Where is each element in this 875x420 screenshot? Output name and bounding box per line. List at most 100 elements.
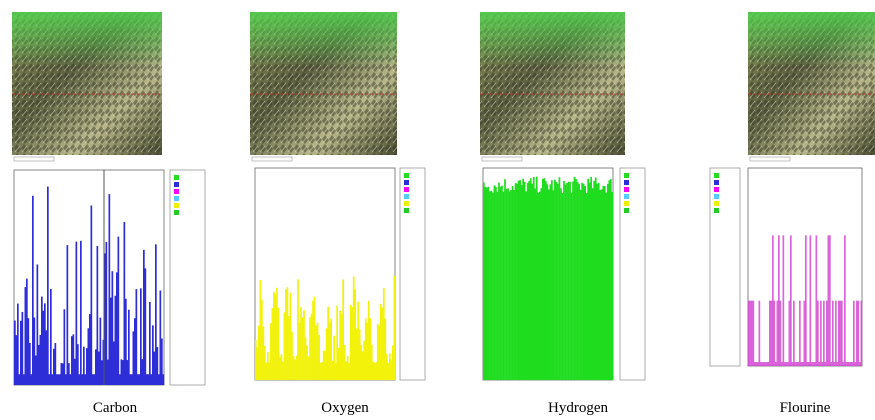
profile-bar: [764, 362, 767, 366]
profile-bar: [71, 336, 73, 385]
legend-swatch: [624, 201, 629, 206]
profile-bar: [312, 300, 314, 380]
profile-bar: [96, 245, 99, 385]
legend-swatch: [174, 175, 179, 180]
profile-bar: [80, 240, 82, 385]
profile-bar: [776, 300, 779, 366]
profile-bar: [294, 359, 296, 380]
profile-bar: [608, 180, 611, 380]
profile-bar: [367, 300, 370, 380]
profile-bar: [751, 300, 753, 366]
profile-bar: [258, 325, 260, 380]
profile-bar: [760, 362, 762, 366]
profile-bar: [376, 323, 379, 380]
profile-bar: [785, 362, 788, 366]
profile-bar: [143, 249, 145, 385]
profile-bar: [35, 355, 37, 385]
profile-bar: [541, 178, 544, 380]
profile-bar: [83, 346, 85, 385]
profile-bar: [161, 338, 163, 385]
scale-bar: [13, 156, 55, 162]
profile-bar: [544, 181, 547, 380]
profile-bar: [526, 182, 529, 380]
profile-bar: [805, 235, 807, 366]
profile-bar: [261, 299, 263, 380]
profile-bar: [859, 362, 861, 366]
profile-bar: [315, 325, 317, 380]
profile-bar: [802, 362, 804, 366]
profile-bar: [531, 183, 534, 380]
profile-bar: [599, 190, 602, 380]
profile-bar: [384, 318, 387, 380]
profile-bar: [800, 362, 803, 366]
scale-bar: [251, 156, 293, 162]
profile-bar: [557, 183, 559, 380]
profile-bar: [761, 362, 764, 366]
profile-bar: [325, 328, 328, 380]
profile-bar: [111, 271, 114, 385]
profile-bar: [146, 374, 148, 385]
profile-bar: [763, 362, 765, 366]
profile-bar: [141, 359, 144, 385]
profile-bar: [122, 360, 124, 385]
profile-bar: [352, 276, 355, 380]
profile-bar: [492, 192, 494, 380]
profile-bar: [277, 307, 280, 380]
profile-bar: [372, 361, 375, 380]
profile-bar: [32, 195, 34, 385]
profile-bar: [92, 374, 94, 385]
profile-bar: [501, 185, 503, 380]
profile-bar: [289, 292, 292, 380]
profile-bar: [532, 177, 535, 380]
green-overlay: [480, 12, 625, 67]
profile-bar: [582, 183, 585, 380]
legend-box: [399, 167, 426, 381]
profile-bar: [119, 374, 121, 385]
profile-bar: [835, 300, 837, 366]
profile-bar: [758, 300, 761, 366]
panel-label: Oxygen: [321, 400, 369, 416]
profile-bar: [566, 183, 568, 380]
profile-bar: [793, 300, 795, 366]
profile-bar: [47, 186, 49, 385]
profile-bar: [292, 356, 295, 380]
profile-bar: [89, 314, 91, 385]
panel-label: Hydrogen: [548, 400, 608, 416]
profile-bar: [505, 188, 508, 380]
profile-bar: [558, 177, 561, 380]
profile-bar: [510, 189, 512, 380]
profile-bar: [116, 272, 118, 385]
profile-bar: [24, 287, 27, 385]
profile-bar: [388, 353, 391, 380]
profile-bar: [381, 307, 384, 380]
profile-bar: [507, 188, 509, 380]
profile-bar: [298, 322, 301, 380]
profile-bar: [280, 354, 283, 380]
profile-bar: [555, 181, 558, 380]
profile-bar: [823, 300, 825, 366]
profile-bar: [276, 287, 278, 380]
profile-bar: [791, 362, 794, 366]
profile-bar: [844, 235, 846, 366]
profile-bar: [74, 358, 76, 385]
profile-bar: [270, 323, 272, 380]
profile-bar: [267, 351, 269, 380]
legend-swatch: [404, 187, 409, 192]
profile-bar: [158, 374, 160, 385]
profile-bar: [606, 183, 609, 380]
profile-bar: [564, 184, 567, 380]
legend-swatch: [714, 201, 719, 206]
profile-bar: [860, 300, 863, 366]
legend-swatch: [404, 208, 409, 213]
profile-bar: [504, 179, 506, 380]
profile-bar: [360, 345, 363, 380]
profile-bar: [45, 330, 48, 385]
profile-bar: [775, 362, 777, 366]
profile-bar: [499, 186, 502, 380]
profile-bar: [576, 181, 579, 380]
profile-bar: [585, 193, 588, 380]
profile-bar: [282, 361, 284, 380]
profile-bar: [593, 180, 596, 380]
green-overlay: [250, 12, 397, 67]
